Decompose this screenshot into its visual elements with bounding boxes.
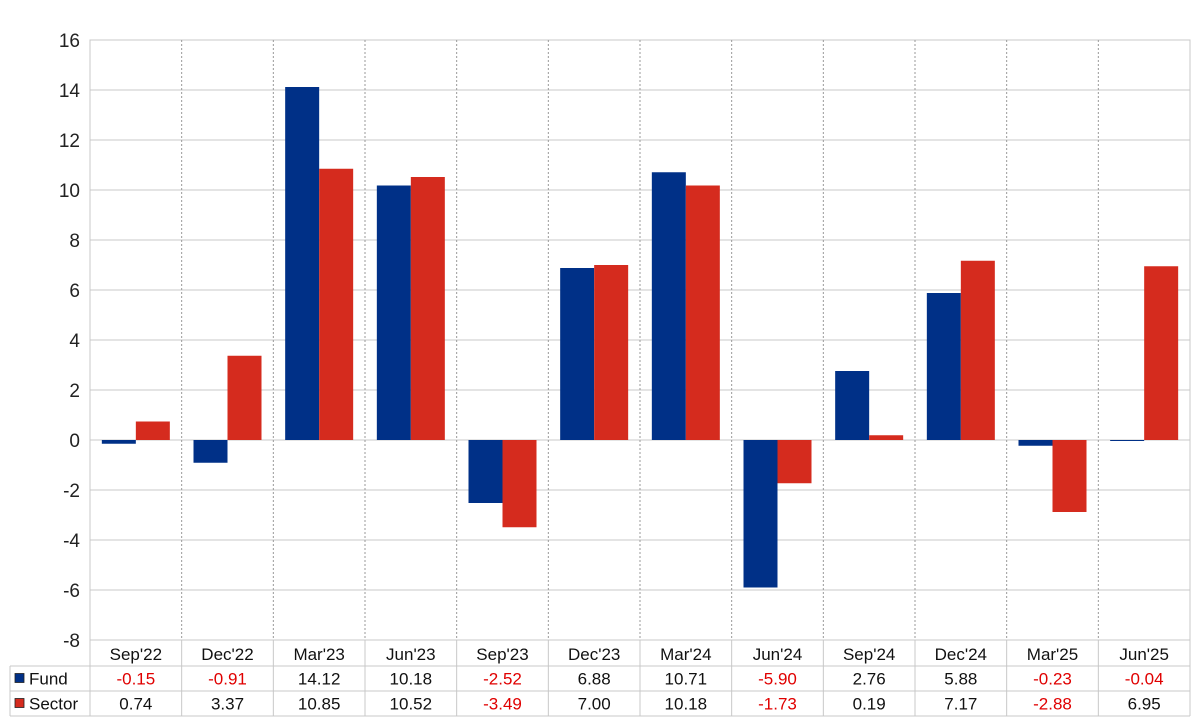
bar-fund xyxy=(101,440,136,444)
data-label: 7.17 xyxy=(944,695,977,714)
bar-sector xyxy=(1052,440,1087,512)
data-label: -2.52 xyxy=(483,670,522,689)
legend-swatch-fund xyxy=(14,673,25,683)
data-label: 6.95 xyxy=(1128,695,1161,714)
bar-fund xyxy=(468,440,503,503)
bar-sector xyxy=(502,440,537,528)
data-table: Sep'22 Dec'22 Mar'23 Jun'23 Sep'23 Dec'23 Mar'… xyxy=(9,639,1191,717)
data-label: -0.23 xyxy=(1033,670,1072,689)
y-tick-label: 10 xyxy=(59,181,80,202)
y-axis: -8 -6 -4 -2 0 2 4 6 8 10 12 14 16 xyxy=(59,31,81,652)
bar-sector xyxy=(410,177,445,440)
bar-fund xyxy=(743,440,778,588)
bar-fund xyxy=(193,440,228,463)
x-tick-label: Sep'22 xyxy=(110,645,162,664)
series-label-fund: Fund xyxy=(29,670,68,689)
x-tick-label: Mar'25 xyxy=(1027,645,1078,664)
y-tick-label: 6 xyxy=(69,281,80,302)
x-tick-label: Mar'24 xyxy=(660,645,711,664)
legend-swatch-sector xyxy=(14,698,25,708)
y-tick-label: -8 xyxy=(63,631,80,652)
bar-sector xyxy=(777,440,812,484)
y-tick-label: -6 xyxy=(63,581,80,602)
bar-fund xyxy=(376,185,411,440)
data-label: -5.90 xyxy=(758,670,797,689)
y-tick-label: 12 xyxy=(59,131,80,152)
data-label: 10.52 xyxy=(390,695,433,714)
x-tick-label: Jun'23 xyxy=(386,645,436,664)
bar-fund xyxy=(560,268,595,440)
bar-fund xyxy=(926,293,961,440)
bars xyxy=(101,87,1179,588)
data-label: 0.19 xyxy=(853,695,886,714)
y-tick-label: -4 xyxy=(63,531,80,552)
data-label: 0.74 xyxy=(119,695,152,714)
data-label: 7.00 xyxy=(578,695,611,714)
bar-fund xyxy=(651,172,686,440)
bar-sector xyxy=(594,265,629,440)
data-label: -0.04 xyxy=(1125,670,1164,689)
x-tick-label: Dec'24 xyxy=(935,645,987,664)
data-label: 3.37 xyxy=(211,695,244,714)
data-label: 10.18 xyxy=(665,695,708,714)
y-tick-label: -2 xyxy=(63,481,80,502)
x-tick-label: Sep'23 xyxy=(476,645,528,664)
data-label: 5.88 xyxy=(944,670,977,689)
grid-lines xyxy=(89,39,1191,641)
bar-sector xyxy=(319,168,354,440)
bar-fund xyxy=(835,371,870,440)
y-tick-label: 16 xyxy=(59,31,80,52)
data-label: 10.85 xyxy=(298,695,341,714)
data-label: -0.15 xyxy=(116,670,155,689)
x-tick-label: Jun'24 xyxy=(753,645,803,664)
bar-sector xyxy=(869,435,904,440)
data-label: -2.88 xyxy=(1033,695,1072,714)
data-label: -0.91 xyxy=(208,670,247,689)
bar-fund xyxy=(1018,440,1053,446)
bar-sector xyxy=(960,260,995,440)
series-label-sector: Sector xyxy=(29,695,78,714)
y-tick-label: 2 xyxy=(69,381,80,402)
x-tick-label: Dec'23 xyxy=(568,645,620,664)
data-label: -1.73 xyxy=(758,695,797,714)
bar-sector xyxy=(685,185,720,440)
y-tick-label: 0 xyxy=(69,431,80,452)
bar-sector xyxy=(135,421,170,440)
data-label: 14.12 xyxy=(298,670,341,689)
y-tick-label: 8 xyxy=(69,231,80,252)
bar-fund xyxy=(285,87,320,440)
x-tick-label: Dec'22 xyxy=(201,645,253,664)
bar-fund xyxy=(1110,440,1145,441)
data-label: 6.88 xyxy=(578,670,611,689)
x-tick-label: Sep'24 xyxy=(843,645,895,664)
data-label: 10.71 xyxy=(665,670,708,689)
y-tick-label: 4 xyxy=(69,331,80,352)
x-tick-label: Mar'23 xyxy=(293,645,344,664)
bar-sector xyxy=(227,355,262,440)
data-label: 2.76 xyxy=(853,670,886,689)
x-tick-label: Jun'25 xyxy=(1119,645,1169,664)
bar-sector xyxy=(1144,266,1179,440)
data-label: 10.18 xyxy=(390,670,433,689)
y-tick-label: 14 xyxy=(59,81,81,102)
data-label: -3.49 xyxy=(483,695,522,714)
